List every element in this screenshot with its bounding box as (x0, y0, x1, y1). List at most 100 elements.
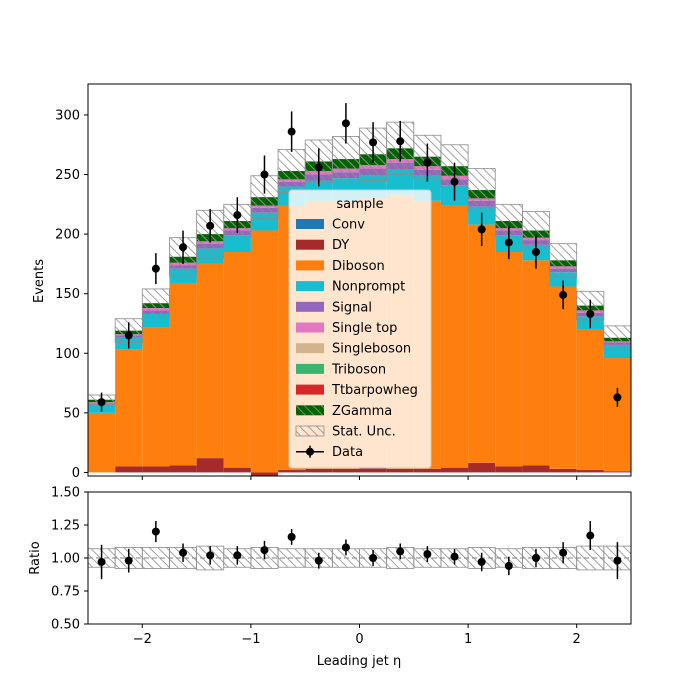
ratio-y-tick-label-0: 0.50 (51, 618, 80, 633)
legend-label-singleboson: Singleboson (332, 342, 411, 357)
legend-label-signal: Signal (332, 300, 372, 315)
data-point-4 (206, 221, 215, 230)
legend-label-diboson: Diboson (332, 259, 385, 274)
bar-dy-17 (549, 468, 577, 473)
stat-unc-band-7 (277, 149, 306, 193)
legend-entries: Conv DY Diboson Nonprompt Signal Single top Si… (295, 218, 418, 460)
data-point-8 (314, 163, 323, 172)
main-y-tick-label-6: 300 (55, 108, 80, 123)
legend-box (288, 189, 432, 469)
legend-title: sample (336, 197, 383, 212)
stat-unc-band-17 (549, 243, 578, 278)
ratio-point-5 (233, 551, 242, 560)
data-point-15 (504, 238, 513, 247)
main-y-tick-label-4: 200 (55, 228, 80, 243)
stat-unc-band-19 (603, 325, 631, 351)
x-tick-label-2: 0 (355, 632, 363, 647)
ratio-point-17 (559, 548, 568, 557)
legend-label-dy: DY (332, 238, 349, 253)
legend-label-single-top: Single top (332, 321, 397, 336)
bar-dy-4 (196, 458, 224, 473)
data-point-5 (233, 211, 242, 220)
data-point-7 (287, 127, 296, 136)
ratio-unc-layer (88, 545, 631, 571)
bar-dy-16 (522, 465, 550, 473)
bar-diboson-5 (223, 252, 251, 468)
legend-swatch-nonprompt (296, 281, 324, 292)
legend-swatch-triboson (296, 363, 324, 374)
bar-dy-12 (413, 468, 441, 473)
bar-dy-7 (278, 470, 306, 473)
ratio-point-16 (531, 554, 540, 562)
main-y-axis-label: Events (32, 259, 47, 303)
main-x-ticks (141, 476, 578, 480)
legend-label-triboson: Triboson (331, 362, 386, 377)
x-tick-label-1: −1 (241, 632, 260, 647)
ratio-x-axis: −2 −1 0 1 2 (133, 624, 581, 647)
ratio-plot (88, 521, 631, 580)
bar-diboson-13 (440, 205, 469, 468)
bar-diboson-16 (522, 260, 550, 466)
data-point-6 (260, 170, 269, 179)
ratio-point-4 (206, 551, 215, 560)
data-point-11 (396, 137, 405, 146)
main-y-tick-label-2: 100 (55, 347, 80, 362)
bar-diboson-2 (142, 327, 170, 467)
data-point-3 (179, 243, 188, 252)
legend-label-zgamma: ZGamma (332, 404, 392, 419)
ratio-point-12 (423, 550, 432, 559)
main-y-tick-label-5: 250 (55, 168, 80, 183)
legend-swatch-zgamma-hatch (296, 405, 324, 416)
ratio-y-tick-label-4: 1.50 (51, 486, 80, 501)
data-point-19 (613, 393, 622, 402)
bar-dy-2 (142, 466, 170, 473)
bar-diboson-14 (468, 224, 496, 463)
ratio-point-6 (260, 546, 269, 555)
x-tick-label-0: −2 (133, 632, 152, 647)
data-point-12 (423, 158, 432, 167)
ratio-point-1 (124, 556, 133, 565)
legend-label-data: Data (332, 445, 363, 460)
bar-diboson-15 (495, 252, 523, 467)
bar-diboson-4 (196, 263, 224, 459)
bar-dy-6 (250, 472, 279, 476)
bar-dy-9 (332, 468, 360, 473)
ratio-point-15 (504, 561, 513, 570)
ratio-point-10 (369, 554, 378, 562)
data-points-layer (97, 103, 622, 412)
data-point-0 (97, 398, 106, 407)
stat-unc-band-18 (576, 290, 605, 321)
ratio-y-axis-label: Ratio (28, 541, 43, 574)
data-point-10 (369, 138, 378, 147)
data-point-14 (477, 225, 486, 234)
ratio-point-13 (450, 552, 459, 561)
main-y-tick-label-0: 0 (72, 466, 80, 481)
legend-swatch-diboson (296, 260, 324, 271)
ratio-y-tick-label-1: 0.75 (51, 585, 80, 600)
ratio-point-3 (179, 548, 188, 557)
legend-label-stat-unc: Stat. Unc. (332, 425, 396, 440)
stat-unc-band-14 (467, 168, 496, 212)
data-point-18 (586, 309, 595, 318)
legend-swatch-signal (296, 301, 324, 312)
bar-diboson-17 (549, 286, 577, 469)
main-y-axis: 0 50 100 150 200 250 300 (55, 108, 88, 481)
bar-diboson-18 (576, 329, 604, 471)
data-point-1 (124, 331, 133, 340)
x-tick-label-3: 1 (464, 632, 472, 647)
ratio-point-11 (396, 547, 405, 556)
ratio-unc-band-7 (277, 548, 306, 568)
data-point-2 (151, 264, 160, 273)
bar-diboson-0 (88, 412, 116, 473)
ratio-point-14 (477, 557, 486, 566)
bar-dy-8 (305, 468, 333, 473)
legend-swatch-singleboson (296, 343, 324, 354)
bar-dy-14 (468, 462, 496, 473)
legend-swatch-stat-unc (295, 425, 325, 437)
bar-diboson-1 (115, 349, 143, 467)
bar-dy-13 (440, 467, 469, 473)
ratio-point-0 (97, 557, 106, 566)
ratio-points-layer (97, 521, 622, 580)
stat-unc-band-2 (141, 288, 170, 318)
